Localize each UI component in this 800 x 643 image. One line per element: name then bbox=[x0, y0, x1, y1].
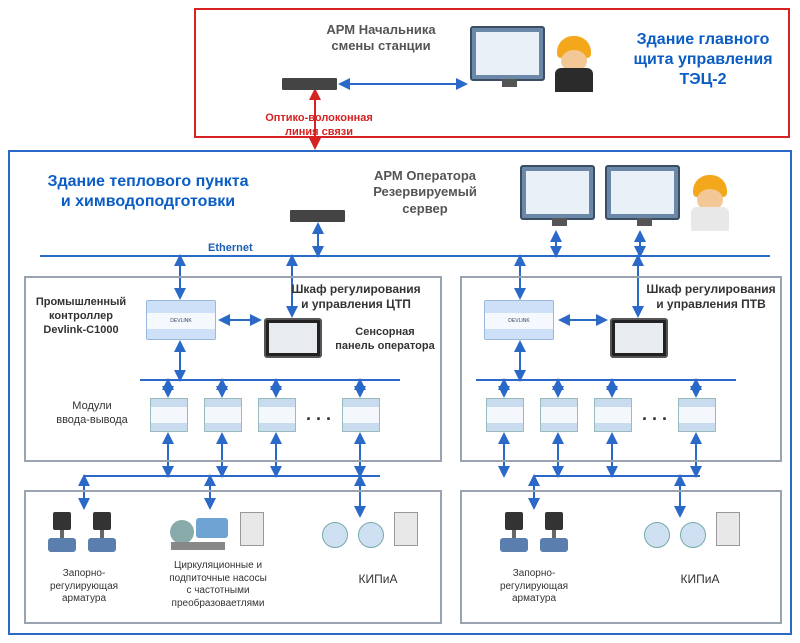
sensor-icon bbox=[322, 522, 348, 548]
monitor-op-1 bbox=[520, 165, 595, 220]
touch-panel-left bbox=[264, 318, 322, 358]
network-switch-top bbox=[282, 78, 337, 90]
io-module bbox=[204, 398, 242, 432]
io-module bbox=[678, 398, 716, 432]
operator-icon bbox=[688, 175, 733, 230]
monitor-op-2 bbox=[605, 165, 680, 220]
valve-icon bbox=[498, 512, 530, 552]
label-kip-left: КИПиА bbox=[338, 572, 418, 587]
io-module bbox=[150, 398, 188, 432]
io-module bbox=[258, 398, 296, 432]
ellipsis-right: . . . bbox=[642, 404, 667, 425]
vfd-icon-left bbox=[240, 512, 264, 546]
label-valve-right: Запорно-регулирующаяарматура bbox=[484, 568, 584, 606]
sensor-icon bbox=[358, 522, 384, 548]
label-kip-right: КИПиА bbox=[660, 572, 740, 587]
label-valve-left: Запорно-регулирующаяарматура bbox=[34, 568, 134, 606]
label-fiber-link: Оптико-волоконнаялиния связи bbox=[244, 112, 394, 140]
sensor-icon bbox=[680, 522, 706, 548]
label-ethernet: Ethernet bbox=[208, 242, 253, 256]
label-heat-point-title: Здание теплового пунктаи химводоподготов… bbox=[18, 172, 278, 212]
io-module bbox=[540, 398, 578, 432]
plc-devlink-c1000-left: DEVLINK bbox=[146, 300, 216, 340]
label-cabinet-ptv: Шкаф регулированияи управления ПТВ bbox=[636, 282, 786, 312]
valve-icon bbox=[86, 512, 118, 552]
io-module bbox=[342, 398, 380, 432]
label-arm-operator: АРМ ОператораРезервируемыйсервер bbox=[350, 168, 500, 217]
operator-supervisor-icon bbox=[552, 36, 597, 91]
label-pump: Циркуляционные иподпиточные насосыс част… bbox=[148, 560, 288, 610]
pump-icon bbox=[168, 514, 228, 550]
label-plc: ПромышленныйконтроллерDevlink-C1000 bbox=[26, 296, 136, 337]
label-io-modules: Модуливвода-вывода bbox=[42, 400, 142, 428]
plc-devlink-c1000-right: DEVLINK bbox=[484, 300, 554, 340]
vfd-icon-right bbox=[716, 512, 740, 546]
io-module bbox=[486, 398, 524, 432]
monitor-supervisor bbox=[470, 26, 545, 81]
valve-icon bbox=[538, 512, 570, 552]
label-arm-supervisor: АРМ Начальникасмены станции bbox=[306, 22, 456, 55]
sensor-icon bbox=[644, 522, 670, 548]
label-touch-panel: Сенсорнаяпанель оператора bbox=[330, 326, 440, 354]
touch-panel-right bbox=[610, 318, 668, 358]
vfd-icon-left-2 bbox=[394, 512, 418, 546]
ellipsis-left: . . . bbox=[306, 404, 331, 425]
valve-icon bbox=[46, 512, 78, 552]
label-cabinet-ctp: Шкаф регулированияи управления ЦТП bbox=[276, 282, 436, 312]
label-control-building: Здание главногощита управленияТЭЦ-2 bbox=[618, 30, 788, 90]
network-switch-main bbox=[290, 210, 345, 222]
io-module bbox=[594, 398, 632, 432]
